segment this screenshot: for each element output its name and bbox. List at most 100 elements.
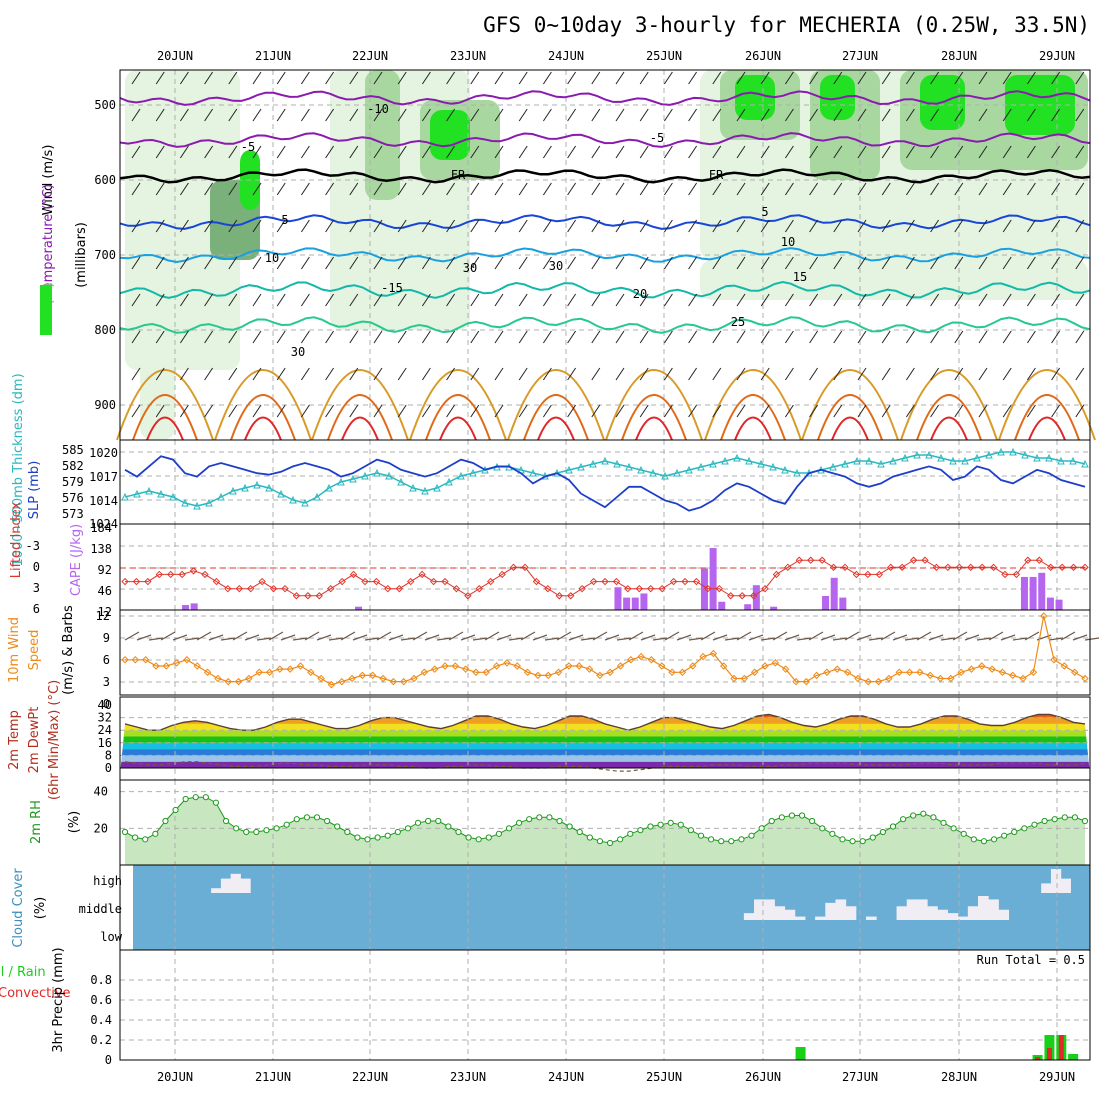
wind-speed-marker — [720, 662, 728, 670]
surface-wind-barb — [292, 637, 308, 641]
li-tick: 3 — [33, 581, 40, 595]
wind-barb — [470, 293, 480, 307]
rh2m-marker — [859, 838, 866, 845]
li-tick: -3 — [26, 539, 40, 553]
wind-barb — [567, 219, 577, 233]
wind-barb — [470, 330, 480, 344]
wind-speed-marker — [585, 665, 594, 673]
wind-barb — [446, 367, 456, 381]
wind-speed-marker — [802, 677, 810, 686]
cape-bar — [830, 577, 838, 610]
rh2m-marker — [273, 825, 280, 832]
cloud-mid-block — [845, 906, 857, 920]
wind-barb — [688, 145, 698, 159]
thickness-marker — [1009, 447, 1017, 456]
thickness-marker — [469, 468, 477, 477]
lifted-index-marker — [658, 584, 666, 593]
contour-label: 15 — [793, 270, 807, 284]
wind-barb — [881, 256, 891, 270]
wind-barb — [325, 108, 335, 122]
temp-tick: 40 — [98, 698, 112, 712]
thickness-marker — [637, 465, 645, 474]
rh2m-marker — [606, 839, 614, 847]
temp-contour-35 — [734, 416, 772, 441]
wind-barb — [373, 256, 383, 270]
surface-wind-barb — [328, 637, 344, 641]
wind-barb — [179, 293, 189, 307]
top-day-label: 28JUN — [941, 49, 977, 63]
rh2m-marker — [374, 834, 381, 841]
precip-axis-label: 3hr Precip (mm) — [51, 947, 66, 1052]
lifted-index-marker — [384, 584, 392, 593]
wind-barb — [300, 293, 310, 307]
temp-band — [120, 755, 1090, 762]
rh2m-marker — [1061, 814, 1068, 821]
cloud-mid-block — [784, 909, 796, 920]
lifted-index-marker — [909, 556, 918, 564]
wind-barb — [1051, 71, 1061, 85]
lifted-index-marker — [544, 584, 552, 593]
pressure-tick: 700 — [94, 248, 116, 262]
wind-barb — [131, 330, 141, 344]
wind-barb — [276, 145, 286, 159]
surface-wind-barb — [256, 637, 272, 641]
rh2m-marker — [637, 827, 644, 834]
wind-barb — [349, 293, 359, 307]
wind-speed-marker — [895, 668, 903, 676]
precip-panel-frame — [119, 949, 1091, 1061]
surface-wind-barb — [520, 631, 536, 641]
wind-barb — [857, 145, 867, 159]
wind-speed-marker — [864, 677, 872, 686]
wind-barb — [300, 256, 310, 270]
wind-barb — [349, 108, 359, 122]
temp-contour-35 — [341, 416, 379, 441]
wind-barb — [591, 182, 601, 196]
cloud-mid-block — [896, 906, 908, 920]
wind-speed-marker — [678, 668, 687, 676]
rh2m-marker — [233, 825, 240, 832]
temp-contour-35 — [146, 416, 184, 441]
lifted-index-marker — [578, 584, 586, 593]
temp-band — [120, 705, 1090, 711]
thickness-axis-label: 1000~500mb Thickness (dm) — [11, 373, 26, 566]
thickness-marker — [985, 450, 993, 459]
rh2m-marker — [253, 828, 260, 836]
surface-wind-barb — [448, 631, 464, 641]
surface-wind-barb — [460, 634, 476, 641]
rh2m-marker — [940, 819, 947, 826]
wind-barb — [663, 71, 673, 85]
temp-contour-30 — [720, 394, 786, 441]
precip-total-label: Total / Rain — [0, 965, 46, 980]
wind-barb — [397, 293, 407, 307]
wind-barb — [881, 145, 891, 159]
surface-wind-barb — [868, 637, 884, 641]
wind-speed-marker — [771, 659, 780, 667]
wind-barb — [688, 330, 698, 344]
lifted-index-marker — [201, 570, 209, 579]
wind-barb — [276, 293, 286, 307]
wind-barb — [470, 182, 480, 196]
surface-wind-barb — [508, 637, 524, 641]
surface-wind-barb — [400, 637, 416, 641]
wind-barb — [252, 71, 262, 85]
wind-speed-marker — [492, 662, 501, 670]
thickness-marker — [721, 456, 729, 465]
rh2m-marker — [121, 828, 129, 836]
thickness-marker — [589, 459, 597, 468]
temp-contour-35 — [244, 416, 282, 441]
wind-barb — [204, 367, 214, 381]
rh2m-marker — [879, 828, 886, 836]
wind-barb — [615, 108, 625, 122]
wind-barb — [857, 367, 867, 381]
thickness-marker — [613, 459, 621, 468]
cloud-mid-block — [774, 906, 786, 920]
lifted-index-marker — [418, 570, 426, 579]
rh2m-marker — [505, 825, 513, 832]
surface-wind-barb — [424, 634, 440, 641]
wind-barb — [1051, 256, 1061, 270]
temp-contour-30 — [916, 394, 982, 441]
wind-barb — [1002, 330, 1012, 344]
cloud-level-label: middle — [79, 902, 122, 916]
wind-barb — [712, 404, 722, 418]
wind-barb — [276, 330, 286, 344]
